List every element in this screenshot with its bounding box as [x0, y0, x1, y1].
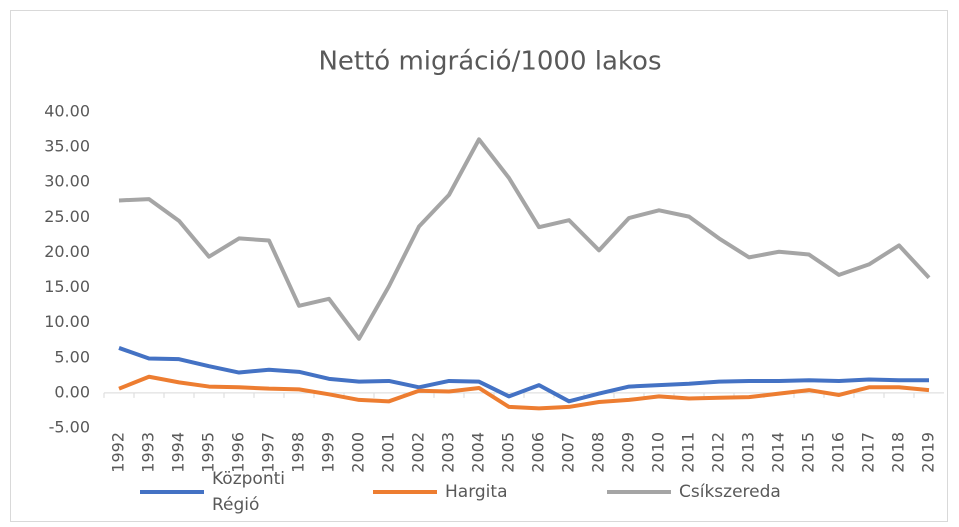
x-tick-label: 2019 — [919, 432, 938, 473]
x-tick-label: 2014 — [769, 432, 788, 473]
series-line — [118, 137, 931, 341]
x-tick-label: 2013 — [739, 432, 758, 473]
x-tick-label: 2007 — [559, 432, 578, 473]
legend-label: Központi Régió — [212, 469, 285, 515]
x-tick-label: 1998 — [289, 432, 308, 473]
x-tick-label: 2009 — [619, 432, 638, 473]
x-tick-label: 1994 — [169, 432, 188, 473]
x-tick-label: 2010 — [649, 432, 668, 473]
y-tick-label: 15.00 — [44, 277, 90, 296]
y-tick-label: -5.00 — [49, 418, 90, 437]
x-tick-label: 2015 — [799, 432, 818, 473]
x-tick-label: 1997 — [259, 432, 278, 473]
y-tick-label: 20.00 — [44, 242, 90, 261]
chart-border — [10, 10, 948, 522]
series-line — [118, 374, 930, 411]
y-tick-label: 5.00 — [54, 347, 90, 366]
x-tick-label: 2017 — [859, 432, 878, 473]
y-tick-label: 30.00 — [44, 172, 90, 191]
legend-label: Csíkszereda — [679, 482, 781, 502]
x-tick-label: 1999 — [319, 432, 338, 473]
x-tick-label: 2003 — [439, 432, 458, 473]
x-tick-label: 2008 — [589, 432, 608, 473]
y-tick-label: 40.00 — [44, 102, 90, 121]
x-tick-label: 1992 — [109, 432, 128, 473]
x-tick-label: 2002 — [409, 432, 428, 473]
chart-title: Nettó migráció/1000 lakos — [318, 47, 661, 77]
x-tick-label: 2004 — [469, 432, 488, 473]
series-line — [118, 346, 929, 404]
x-tick-label: 2011 — [679, 432, 698, 473]
x-tick-label: 2000 — [349, 432, 368, 473]
x-tick-label: 2012 — [709, 432, 728, 473]
x-tick-label: 2006 — [529, 432, 548, 473]
x-tick-label: 1993 — [139, 432, 158, 473]
x-tick-label: 2005 — [499, 432, 518, 473]
x-tick-label: 2018 — [889, 432, 908, 473]
y-tick-label: 10.00 — [44, 312, 90, 331]
y-tick-label: 25.00 — [44, 207, 90, 226]
legend-label: Hargita — [445, 482, 508, 502]
x-tick-label: 1995 — [199, 432, 218, 473]
x-tick-label: 2016 — [829, 432, 848, 473]
x-tick-label: 1996 — [229, 432, 248, 473]
x-tick-label: 2001 — [379, 432, 398, 473]
y-tick-label: 35.00 — [44, 137, 90, 156]
y-tick-label: 0.00 — [54, 382, 90, 401]
